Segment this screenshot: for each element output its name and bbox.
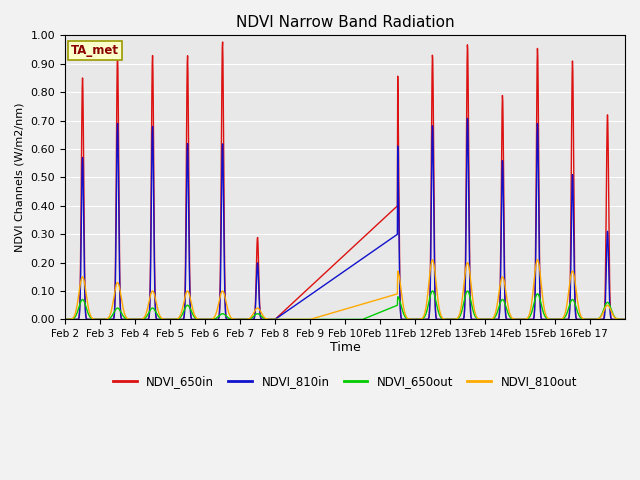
Y-axis label: NDVI Channels (W/m2/nm): NDVI Channels (W/m2/nm) [15, 103, 25, 252]
X-axis label: Time: Time [330, 340, 360, 354]
Legend: NDVI_650in, NDVI_810in, NDVI_650out, NDVI_810out: NDVI_650in, NDVI_810in, NDVI_650out, NDV… [108, 371, 582, 393]
Text: TA_met: TA_met [70, 44, 118, 57]
Title: NDVI Narrow Band Radiation: NDVI Narrow Band Radiation [236, 15, 454, 30]
